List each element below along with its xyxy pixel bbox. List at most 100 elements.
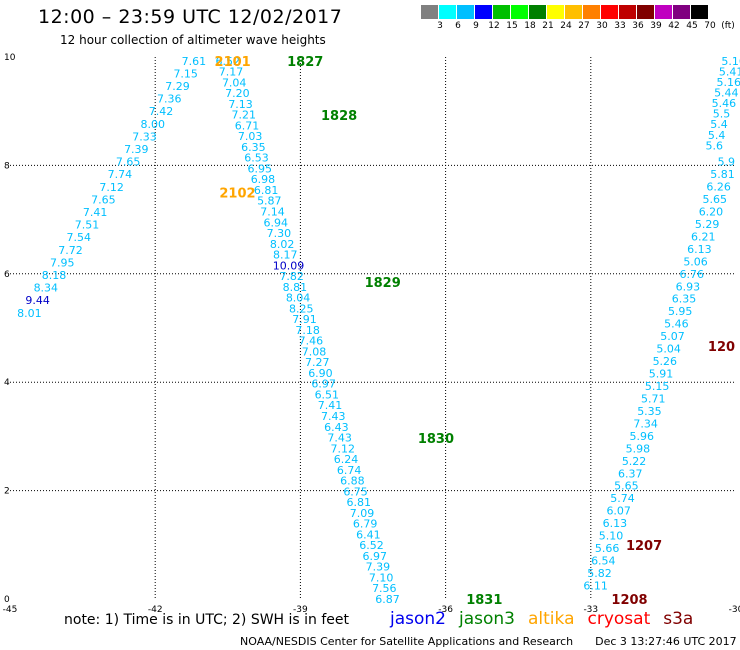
satellite-jason3: jason3	[459, 609, 515, 629]
wave-height-value: 6.71	[235, 119, 260, 132]
wave-height-value: 6.41	[356, 528, 381, 541]
legend-label: 30	[596, 21, 608, 31]
wave-height-value: 7.41	[83, 206, 108, 219]
x-tick-label: -39	[293, 605, 308, 615]
wave-height-value: 7.29	[165, 80, 190, 93]
wave-height-value: 5.10	[599, 530, 624, 543]
wave-height-value: 6.43	[324, 421, 349, 434]
wave-height-value: 8.34	[34, 282, 59, 295]
legend-labels: 3 6 9 12 15 18 21 24 27 30 33 36 39 42 45 70 (ft)	[421, 19, 740, 33]
wave-height-value: 7.34	[633, 417, 658, 430]
wave-height-value: 6.52	[216, 55, 241, 68]
wave-height-value: 7.65	[116, 156, 141, 169]
wave-height-value: 6.93	[676, 280, 701, 293]
wave-height-value: 7.04	[222, 76, 247, 89]
wave-height-value: 7.72	[58, 244, 83, 257]
y-tick-label: 8	[4, 161, 10, 171]
wave-height-value: 6.88	[340, 475, 365, 488]
wave-height-value: 6.76	[679, 268, 704, 281]
legend-label: 24	[560, 21, 572, 31]
wave-height-value: 6.24	[334, 453, 359, 466]
wave-height-value: 7.39	[124, 143, 149, 156]
wave-height-value: 5.65	[703, 193, 728, 206]
legend-swatch	[457, 5, 475, 19]
wave-height-value: 7.41	[318, 399, 343, 412]
wave-height-value: 5.9	[718, 156, 736, 169]
wave-height-value: 6.81	[254, 184, 279, 197]
legend-label: 12	[488, 21, 500, 31]
y-tick-label: 6	[4, 270, 10, 280]
wave-height-value: 6.53	[244, 152, 269, 165]
wave-height-value: 6.26	[706, 181, 731, 194]
wave-height-value: 7.82	[279, 270, 304, 283]
pass-label: 120	[708, 340, 735, 355]
wave-height-value: 7.30	[267, 227, 292, 240]
wave-height-value: 5.6	[705, 139, 723, 152]
wave-height-value: 5.06	[683, 255, 708, 268]
wave-height-value: 7.42	[149, 105, 174, 118]
wave-height-value: 7.65	[91, 193, 116, 206]
footer-credit: NOAA/NESDIS Center for Satellite Applica…	[240, 635, 574, 648]
legend-swatch	[493, 5, 511, 19]
satellite-jason2: jason2	[390, 609, 446, 629]
wave-height-value: 6.13	[687, 243, 712, 256]
footer: NOAA/NESDIS Center for Satellite Applica…	[240, 635, 737, 648]
wave-height-value: 7.56	[372, 582, 397, 595]
wave-height-value: 5.5	[713, 108, 731, 121]
wave-height-value: 5.16	[721, 55, 740, 68]
wave-height-value: 8.01	[17, 307, 42, 320]
pass-label: 1830	[418, 432, 454, 447]
wave-height-value: 6.94	[263, 216, 288, 229]
legend-swatch	[529, 5, 547, 19]
legend-label: 39	[650, 21, 662, 31]
wave-height-value: 6.54	[591, 555, 616, 568]
legend-swatch	[583, 5, 601, 19]
wave-height-value: 7.21	[232, 109, 257, 122]
page-title: 12:00 – 23:59 UTC 12/02/2017	[38, 6, 343, 28]
pass-label: 1827	[287, 55, 323, 70]
legend-unit: (ft)	[721, 21, 735, 31]
pass-label: 1207	[626, 539, 662, 554]
pass-label: 1828	[321, 109, 357, 124]
pass-label: 2102	[219, 187, 255, 202]
wave-height-value: 8.17	[273, 249, 298, 262]
wave-height-value: 5.07	[660, 330, 685, 343]
wave-height-value: 5.95	[668, 305, 693, 318]
legend-swatch	[655, 5, 673, 19]
wave-height-value: 7.51	[75, 219, 100, 232]
legend-swatch	[619, 5, 637, 19]
wave-height-value: 7.08	[302, 345, 327, 358]
wave-height-value: 7.17	[219, 66, 244, 79]
y-tick-label: 4	[4, 378, 10, 388]
wave-height-value: 7.15	[173, 67, 198, 80]
legend-label: 45	[686, 21, 698, 31]
legend-label: 27	[578, 21, 590, 31]
wave-height-value: 6.21	[691, 230, 716, 243]
wave-height-value: 6.52	[359, 539, 384, 552]
wave-height-value: 6.20	[699, 205, 724, 218]
wave-height-value: 5.65	[614, 480, 639, 493]
wave-height-value: 6.90	[308, 367, 333, 380]
pass-label: 1829	[365, 276, 401, 291]
wave-height-value: 5.35	[637, 405, 662, 418]
wave-height-value: 6.13	[603, 517, 628, 530]
wave-height-value: 7.33	[132, 130, 157, 143]
wave-height-value: 7.12	[331, 442, 356, 455]
legend-swatch	[673, 5, 691, 19]
chart-subtitle: 12 hour collection of altimeter wave hei…	[60, 33, 326, 47]
wave-height-value: 5.29	[695, 218, 720, 231]
wave-height-value: 6.74	[337, 464, 362, 477]
wave-height-value: 6.75	[343, 485, 368, 498]
wave-height-value: 5.98	[626, 442, 651, 455]
wave-height-value: 7.03	[238, 130, 263, 143]
wave-height-value: 5.41	[719, 65, 740, 78]
wave-height-value: 6.07	[606, 505, 631, 518]
wave-height-value: 7.18	[295, 324, 320, 337]
wave-height-value: 6.11	[583, 579, 608, 592]
pass-label: 1831	[466, 593, 502, 608]
legend-swatches	[421, 5, 740, 19]
satellite-altika: altika	[528, 609, 575, 629]
wave-height-value: 8.25	[289, 302, 314, 315]
wave-height-value: 5.4	[710, 118, 728, 131]
